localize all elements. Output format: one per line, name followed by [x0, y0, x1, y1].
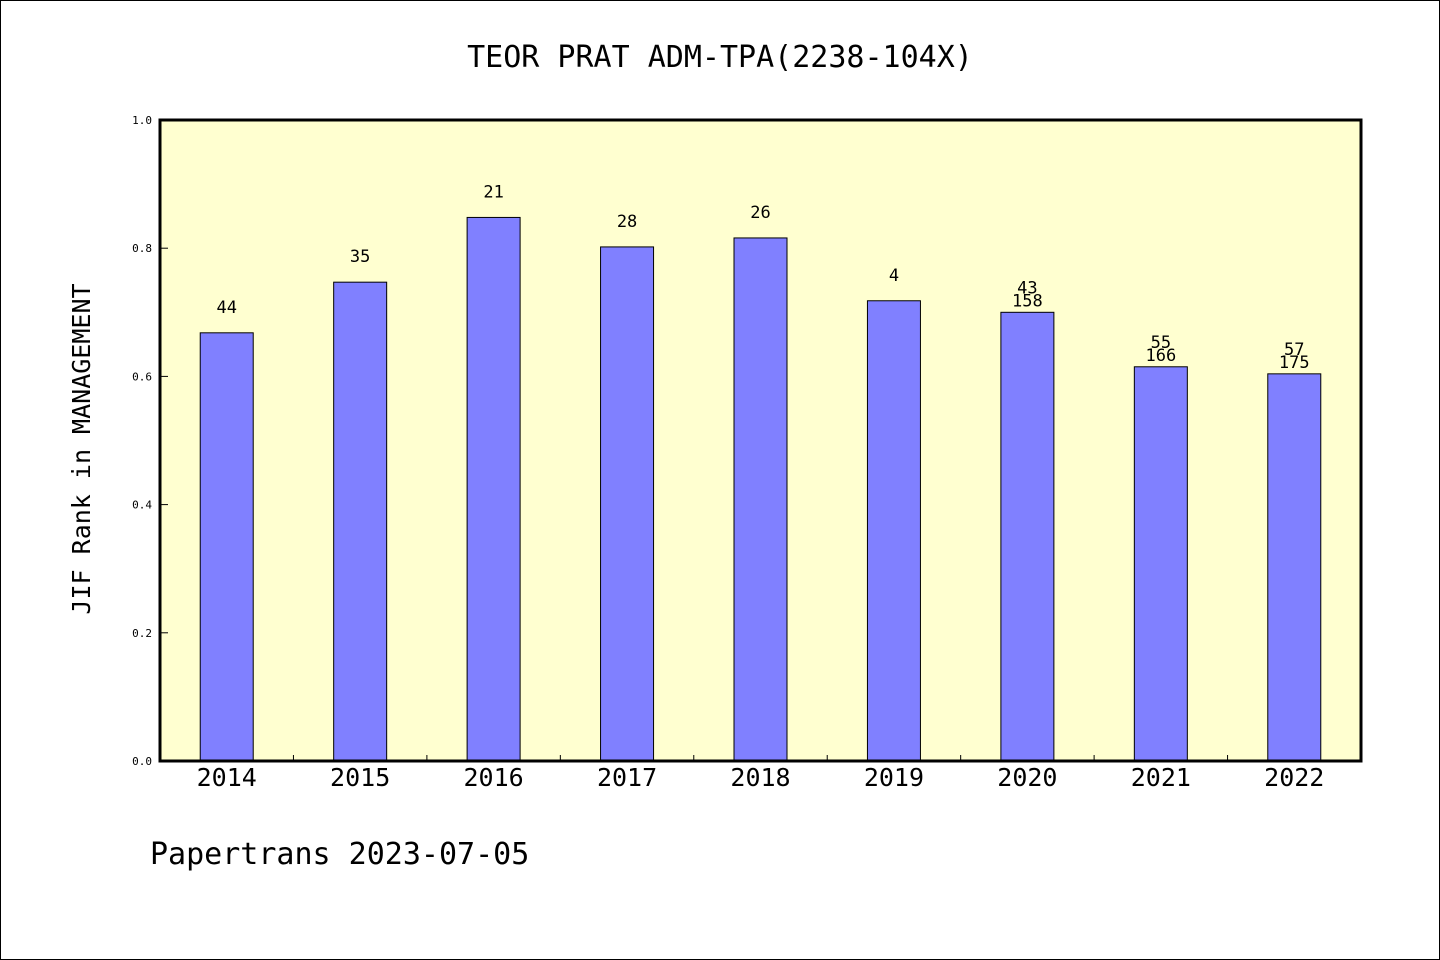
x-tick-label: 2019 — [864, 763, 924, 792]
x-tick-label: 2017 — [597, 763, 657, 792]
bar-2020 — [1000, 311, 1055, 762]
bar-2017 — [600, 246, 655, 762]
y-tick-label: 1.0 — [132, 114, 152, 127]
total-label: 166 — [1145, 346, 1176, 366]
x-tick-label: 2015 — [330, 763, 390, 792]
y-axis: 0.0 0.2 0.4 0.6 0.8 1.0 — [132, 114, 168, 768]
bar-2016 — [466, 216, 521, 762]
rank-label: 55 — [1151, 333, 1171, 353]
x-tick-label: 2021 — [1131, 763, 1191, 792]
y-tick-label: 0.2 — [132, 627, 152, 640]
x-tick-label: 2022 — [1264, 763, 1324, 792]
chart-title: TEOR PRAT ADM-TPA(2238-104X) — [467, 40, 973, 75]
plot-border — [158, 118, 1363, 763]
y-tick-label: 0.0 — [132, 755, 152, 768]
bar-2019 — [866, 300, 921, 762]
rank-label: 43 — [1017, 278, 1037, 298]
bars-group — [199, 216, 1322, 762]
total-label: 158 — [1012, 291, 1043, 311]
bar-2021 — [1133, 366, 1188, 762]
bar-2022 — [1267, 373, 1322, 762]
rank-label: 57 — [1284, 340, 1304, 360]
rank-label: 44 — [216, 298, 236, 318]
x-tick-label: 2014 — [197, 763, 257, 792]
rank-label: 4 — [889, 266, 899, 286]
y-tick-label: 0.6 — [132, 370, 152, 383]
bar-2014 — [199, 332, 254, 762]
x-axis: 2014 2015 2016 2017 2018 2019 2020 2021 2022 — [197, 755, 1324, 792]
footer-credit: Papertrans 2023-07-05 — [150, 837, 529, 872]
bar-2018 — [733, 237, 788, 762]
rank-label: 21 — [483, 182, 503, 202]
y-tick-label: 0.4 — [132, 499, 152, 512]
bar-2015 — [333, 281, 388, 762]
x-tick-label: 2016 — [464, 763, 524, 792]
x-tick-label: 2018 — [730, 763, 790, 792]
x-tick-label: 2020 — [997, 763, 1057, 792]
rank-label: 35 — [350, 247, 370, 267]
y-axis-label: JIF Rank in MANAGEMENT — [67, 283, 96, 614]
rank-label: 28 — [617, 212, 637, 232]
rank-label: 26 — [750, 203, 770, 223]
total-label: 175 — [1279, 353, 1310, 373]
y-tick-label: 0.8 — [132, 242, 152, 255]
